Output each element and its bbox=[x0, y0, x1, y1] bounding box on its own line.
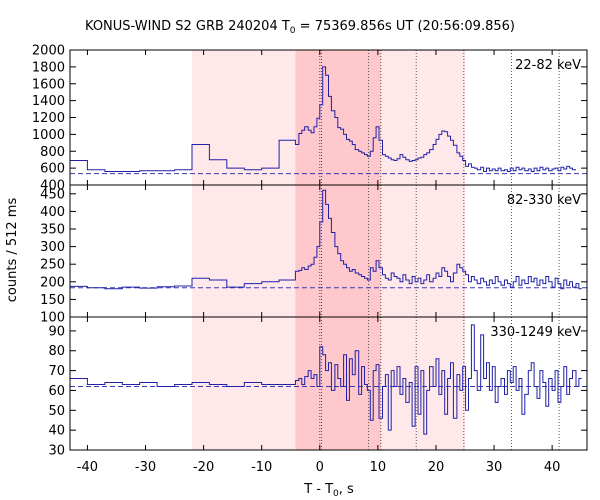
xlabel-rest: , s bbox=[339, 482, 354, 497]
ytick-label-2-6: 90 bbox=[48, 324, 65, 339]
series-line-1 bbox=[70, 189, 582, 290]
ytick-label-1-7: 450 bbox=[40, 187, 65, 202]
ytick-label-1-2: 200 bbox=[40, 275, 65, 290]
chart-title: KONUS-WIND S2 GRB 240204 T0 = 75369.856s… bbox=[85, 19, 515, 36]
x-axis-label: T - T0, s bbox=[303, 482, 354, 499]
xtick-label-8: 40 bbox=[544, 460, 561, 475]
y-axis-label: counts / 512 ms bbox=[5, 198, 20, 303]
xtick-label-1: -30 bbox=[135, 460, 156, 475]
ytick-label-0-5: 1400 bbox=[32, 94, 65, 109]
ytick-label-1-5: 350 bbox=[40, 223, 65, 238]
xlabel-sub: 0 bbox=[333, 489, 339, 499]
ytick-label-1-3: 250 bbox=[40, 258, 65, 273]
xtick-label-5: 10 bbox=[370, 460, 387, 475]
ytick-label-1-0: 100 bbox=[40, 311, 65, 326]
xlabel-main: T - T bbox=[303, 482, 333, 497]
ytick-label-1-1: 150 bbox=[40, 293, 65, 308]
xtick-label-7: 30 bbox=[486, 460, 503, 475]
ytick-label-0-8: 2000 bbox=[32, 44, 65, 59]
xtick-label-2: -20 bbox=[193, 460, 214, 475]
series-line-2 bbox=[70, 324, 582, 435]
xtick-label-0: -40 bbox=[77, 460, 98, 475]
ytick-label-2-2: 50 bbox=[48, 404, 65, 419]
ytick-label-0-6: 1600 bbox=[32, 77, 65, 92]
ytick-label-0-4: 1200 bbox=[32, 111, 65, 126]
xtick-label-3: -10 bbox=[251, 460, 272, 475]
ytick-label-2-5: 80 bbox=[48, 344, 65, 359]
ytick-label-0-1: 600 bbox=[40, 162, 65, 177]
title-rest: = 75369.856s UT (20:56:09.856) bbox=[296, 19, 515, 34]
title-main: KONUS-WIND S2 GRB 240204 T bbox=[85, 19, 290, 34]
xtick-label-4: 0 bbox=[316, 460, 324, 475]
panel-label-2: 330-1249 keV bbox=[490, 325, 581, 340]
series-line-0 bbox=[70, 66, 576, 172]
ytick-label-2-4: 70 bbox=[48, 364, 65, 379]
ytick-label-0-0: 400 bbox=[40, 179, 65, 194]
ytick-label-2-3: 60 bbox=[48, 384, 65, 399]
ytick-label-0-2: 800 bbox=[40, 145, 65, 160]
ytick-label-0-3: 1000 bbox=[32, 128, 65, 143]
ytick-label-2-0: 30 bbox=[48, 444, 65, 459]
panel-label-0: 22-82 keV bbox=[515, 58, 581, 73]
panel-frame-2 bbox=[69, 316, 588, 451]
title-sub: 0 bbox=[290, 26, 296, 36]
ytick-label-2-1: 40 bbox=[48, 424, 65, 439]
ytick-label-1-6: 400 bbox=[40, 205, 65, 220]
panel-label-1: 82-330 keV bbox=[507, 193, 581, 208]
ytick-label-1-4: 300 bbox=[40, 240, 65, 255]
xtick-label-6: 20 bbox=[428, 460, 445, 475]
ytick-label-0-7: 1800 bbox=[32, 60, 65, 75]
